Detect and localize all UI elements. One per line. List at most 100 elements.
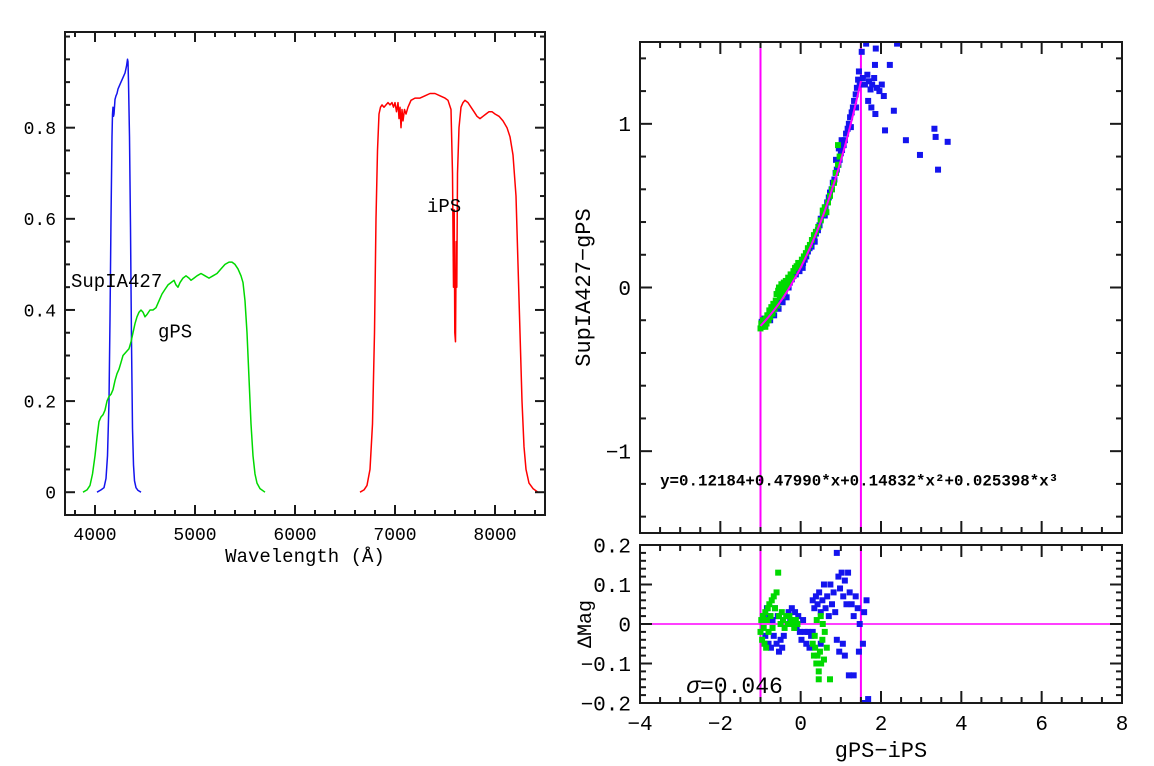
data-point [820, 581, 827, 588]
data-point [839, 147, 846, 154]
data-point [769, 617, 776, 624]
data-point [837, 585, 844, 592]
data-point [783, 613, 790, 620]
data-point [771, 605, 778, 612]
data-point [838, 137, 845, 144]
residuals-x-axis-label: gPS−iPS [835, 739, 927, 764]
data-point [798, 636, 805, 643]
data-point [882, 127, 889, 134]
data-point [800, 617, 807, 624]
polynomial-fit-curve [759, 80, 862, 327]
data-point [788, 617, 795, 624]
data-point [813, 617, 820, 624]
x-tick-label: −2 [708, 714, 733, 737]
data-point [865, 97, 872, 104]
data-point [865, 696, 872, 702]
data-point [817, 640, 824, 647]
filter-label-supia427: SupIA427 [71, 271, 162, 293]
data-point [785, 274, 792, 281]
data-point [798, 256, 805, 263]
data-point [816, 589, 823, 596]
data-point [781, 287, 788, 294]
data-point [856, 621, 863, 627]
data-point [762, 609, 769, 616]
y-tick-label: 0.1 [593, 576, 631, 599]
data-point [890, 107, 897, 114]
y-tick-label: 0 [618, 279, 631, 302]
data-point [841, 652, 848, 659]
data-point [778, 609, 785, 616]
data-point [833, 156, 840, 163]
data-point [859, 75, 866, 82]
data-point [799, 264, 806, 271]
data-point [814, 652, 821, 659]
data-point [786, 277, 793, 284]
data-point [770, 632, 777, 639]
data-point [864, 71, 871, 78]
residuals-axes [639, 544, 1123, 704]
data-point [850, 613, 857, 620]
y-tick-label: 0.6 [24, 211, 56, 231]
data-point [880, 93, 887, 100]
data-point [825, 613, 832, 620]
data-point [777, 636, 784, 643]
data-point [878, 81, 885, 88]
x-tick-label: 4000 [73, 526, 116, 546]
data-point [833, 549, 840, 556]
data-point [765, 640, 772, 647]
data-point [826, 676, 833, 683]
data-point [811, 632, 818, 639]
data-point [780, 632, 787, 639]
data-point [803, 640, 810, 647]
data-point [817, 609, 824, 616]
residuals-tick-labels: −4 −2 0 2 4 6 8 −0.2 −0.1 0 0.1 0.2 [581, 536, 1129, 737]
data-point [861, 81, 868, 88]
data-point [833, 169, 840, 176]
x-tick-label: 7000 [373, 526, 416, 546]
data-point [841, 577, 848, 584]
data-point [841, 137, 848, 144]
data-point [865, 78, 872, 85]
data-point [839, 640, 846, 647]
data-point [788, 274, 795, 281]
data-point [836, 648, 843, 655]
data-point [816, 648, 823, 655]
data-point [810, 652, 817, 659]
data-point [835, 142, 842, 149]
data-point [851, 97, 858, 104]
y-tick-label: 0.2 [24, 393, 56, 413]
data-point [832, 609, 839, 616]
x-tick-label: 6 [1035, 714, 1048, 737]
data-point [769, 310, 776, 317]
data-point [789, 621, 796, 627]
data-point [854, 605, 861, 612]
data-point [822, 605, 829, 612]
data-point [861, 700, 868, 702]
data-point [796, 261, 803, 268]
data-point [759, 613, 766, 620]
data-point [779, 644, 786, 651]
x-tick-label: 8 [1116, 714, 1129, 737]
data-point [773, 291, 780, 298]
data-point [863, 43, 870, 47]
data-point [852, 91, 859, 98]
data-point [765, 317, 772, 324]
data-point [817, 613, 824, 620]
data-point [819, 207, 826, 214]
color-color-frame [639, 41, 1123, 534]
data-point [758, 617, 765, 624]
data-point [762, 323, 769, 330]
data-point [845, 569, 852, 576]
data-point [836, 156, 843, 163]
data-point [796, 628, 803, 635]
data-point [836, 153, 843, 160]
y-tick-label: 0.8 [24, 120, 56, 140]
data-point [931, 125, 938, 132]
data-point [847, 114, 854, 121]
x-tick-label: 0 [794, 714, 807, 737]
data-point [818, 660, 825, 667]
data-point [833, 166, 840, 173]
data-point [785, 609, 792, 616]
data-point [757, 628, 764, 635]
